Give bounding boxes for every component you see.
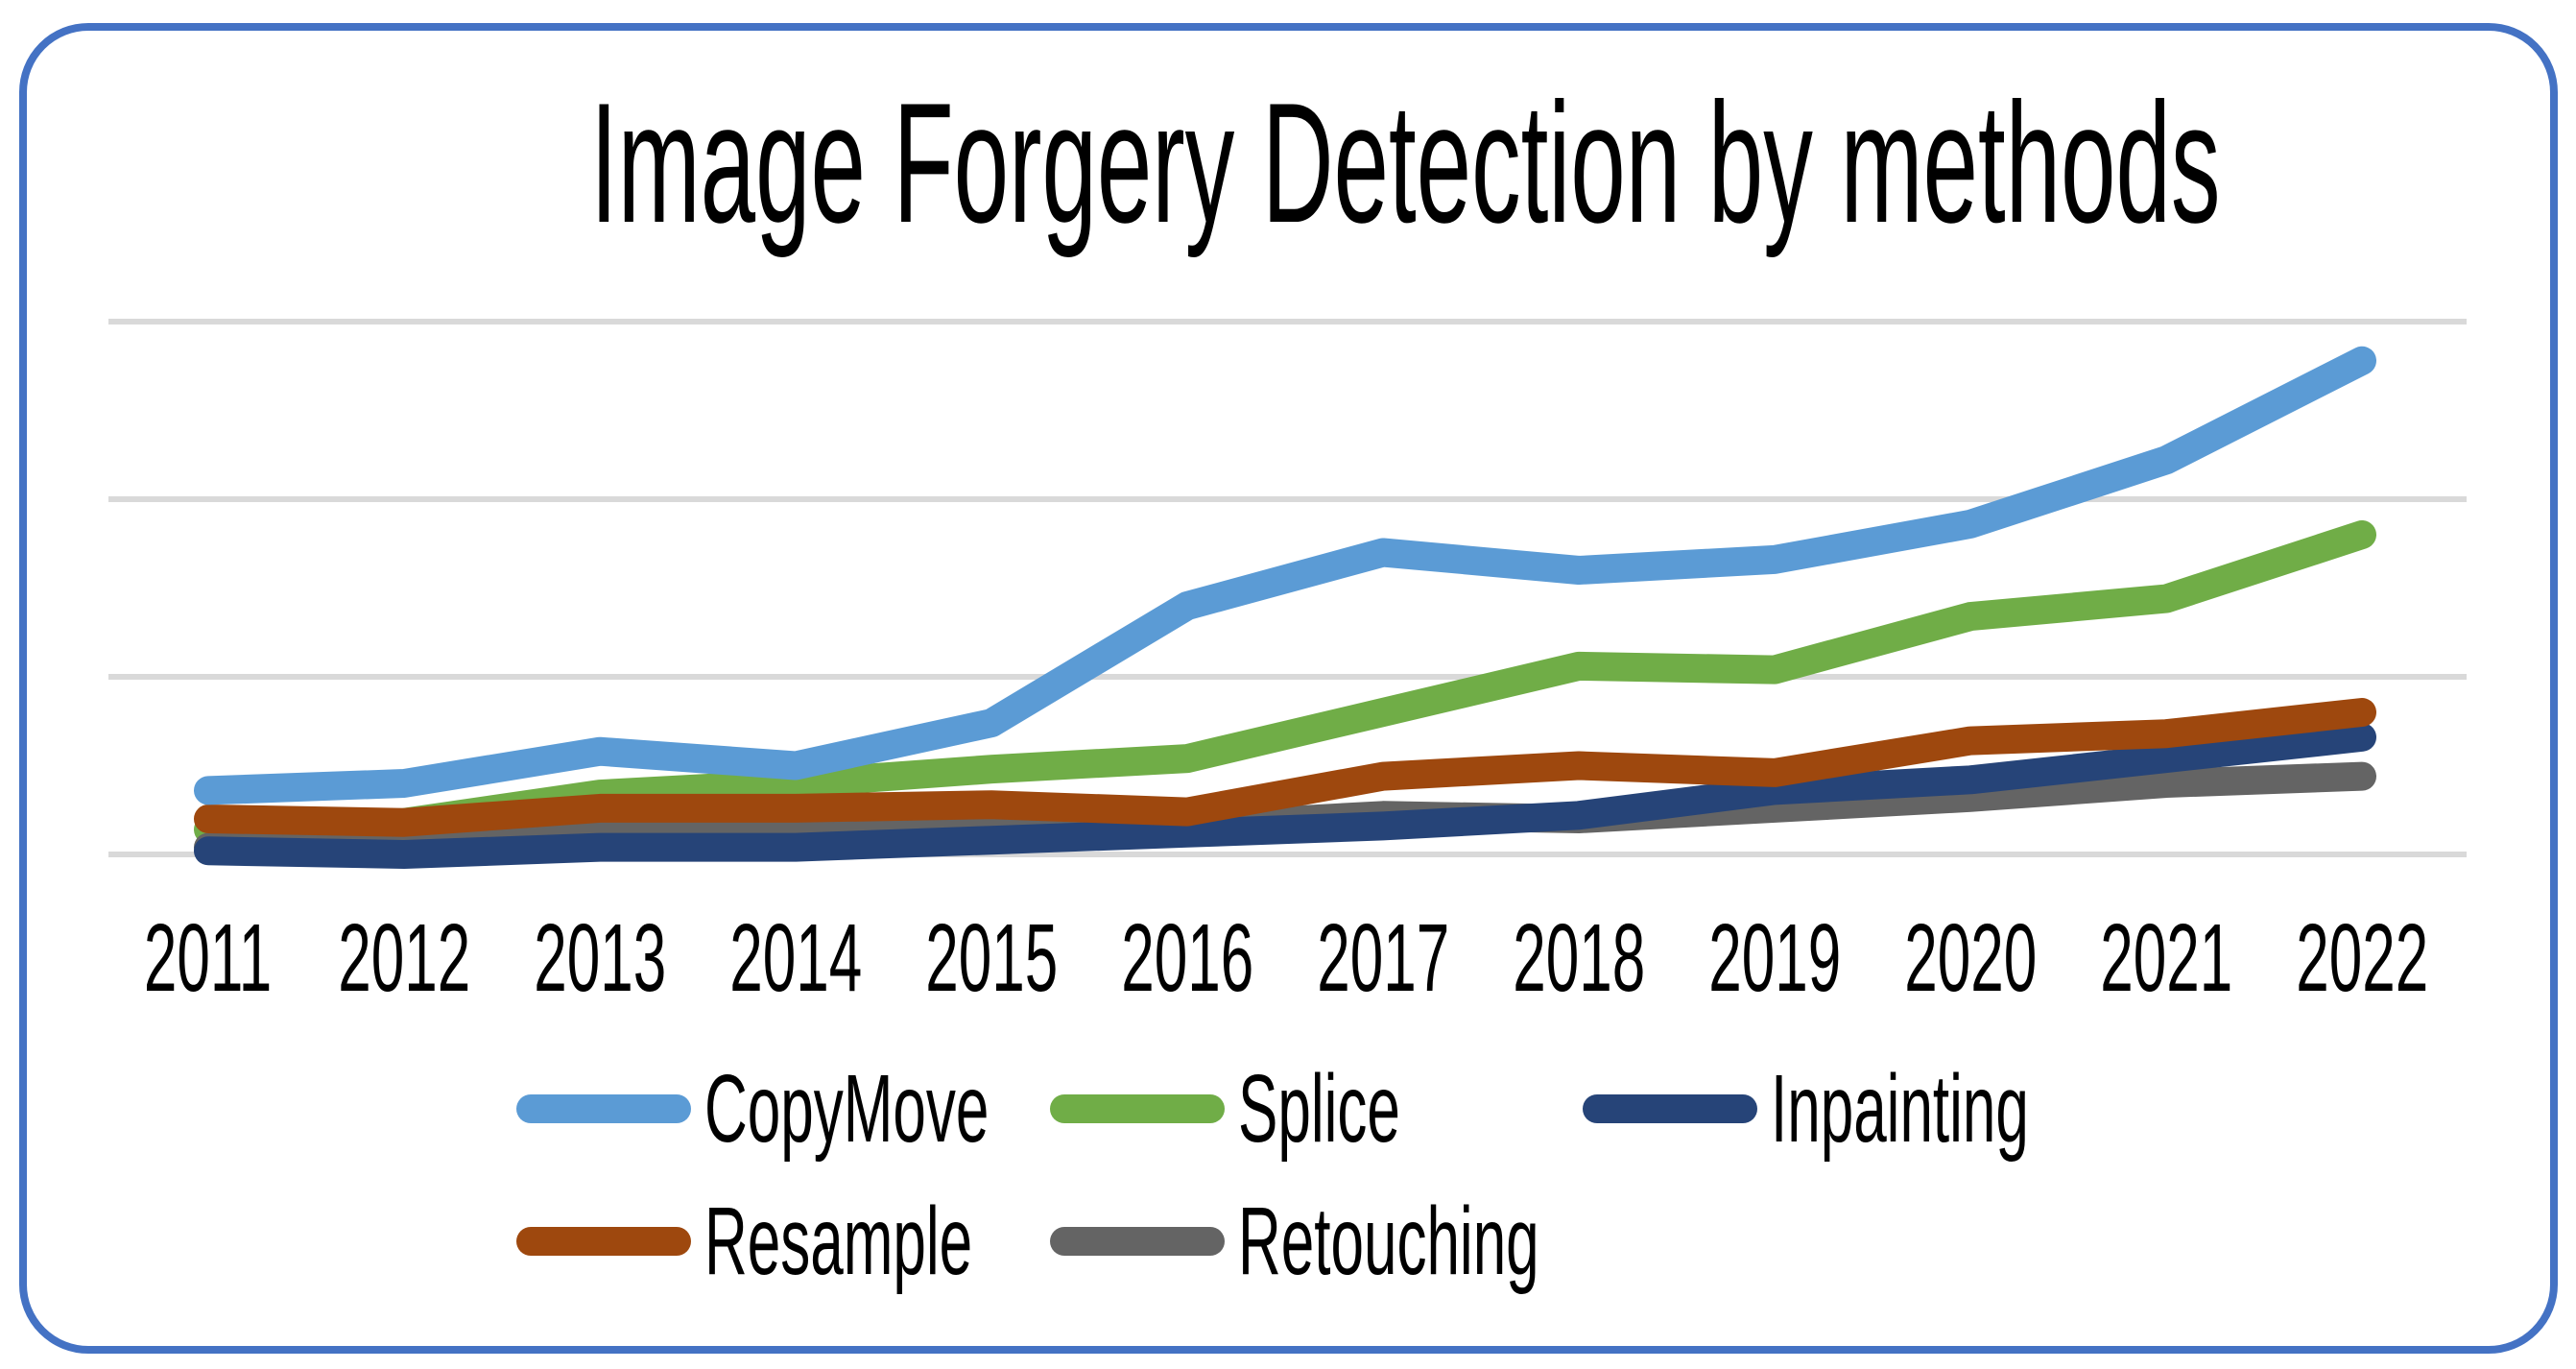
x-tick-text: 2012	[338, 904, 470, 1012]
x-tick-text: 2019	[1708, 904, 1841, 1012]
x-tick-text: 2013	[534, 904, 666, 1012]
legend-swatch-inpainting	[1583, 1094, 1757, 1123]
x-tick-text: 2014	[729, 904, 862, 1012]
legend-item-inpainting[interactable]: Inpainting	[1583, 1061, 2187, 1157]
x-tick-text: 2015	[925, 904, 1058, 1012]
x-tick-label-2015: 2015	[876, 910, 1107, 1006]
legend-label: CopyMove	[704, 1055, 990, 1163]
series-line-inpainting[interactable]	[194, 722, 2376, 869]
x-tick-label-2011: 2011	[93, 910, 323, 1006]
x-tick-label-2012: 2012	[289, 910, 519, 1006]
x-tick-label-2013: 2013	[485, 910, 715, 1006]
x-tick-label-2017: 2017	[1268, 910, 1498, 1006]
legend-swatch-retouching	[1050, 1227, 1225, 1256]
x-tick-text: 2020	[1904, 904, 2037, 1012]
x-tick-text: 2021	[2100, 904, 2232, 1012]
x-tick-label-2019: 2019	[1659, 910, 1890, 1006]
x-tick-text: 2018	[1513, 904, 1645, 1012]
x-tick-text: 2011	[144, 904, 273, 1012]
series-line-resample[interactable]	[194, 698, 2376, 837]
x-tick-text: 2017	[1317, 904, 1449, 1012]
x-tick-label-2018: 2018	[1464, 910, 1694, 1006]
legend-swatch-resample	[516, 1227, 691, 1256]
legend-label: Inpainting	[1771, 1055, 2029, 1163]
legend-label: Retouching	[1238, 1188, 1539, 1295]
legend-item-resample[interactable]: Resample	[516, 1193, 1136, 1289]
legend-swatch-splice	[1050, 1094, 1225, 1123]
chart-title[interactable]: Image Forgery Detection by methods	[0, 69, 2576, 257]
series-line-copymove[interactable]	[194, 346, 2376, 805]
legend-item-retouching[interactable]: Retouching	[1050, 1193, 1724, 1289]
x-tick-label-2014: 2014	[680, 910, 911, 1006]
x-tick-label-2022: 2022	[2247, 910, 2477, 1006]
legend-label: Splice	[1238, 1055, 1400, 1163]
legend-label: Resample	[704, 1188, 973, 1295]
x-tick-text: 2016	[1121, 904, 1253, 1012]
x-tick-label-2016: 2016	[1072, 910, 1302, 1006]
legend-item-splice[interactable]: Splice	[1050, 1061, 1499, 1157]
legend-swatch-copymove	[516, 1094, 691, 1123]
x-tick-label-2021: 2021	[2051, 910, 2281, 1006]
x-tick-label-2020: 2020	[1855, 910, 2086, 1006]
chart-title-text: Image Forgery Detection by methods	[589, 67, 2221, 258]
x-tick-text: 2022	[2296, 904, 2428, 1012]
legend-item-copymove[interactable]: CopyMove	[516, 1061, 1163, 1157]
